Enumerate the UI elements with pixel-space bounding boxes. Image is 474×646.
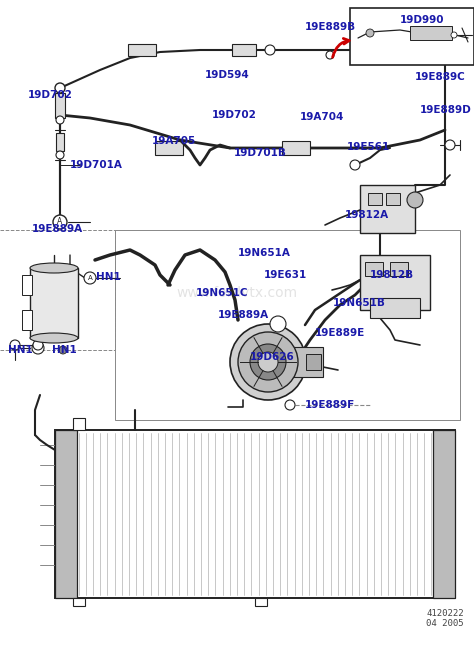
Text: 19D701B: 19D701B <box>234 148 287 158</box>
Bar <box>73 418 85 430</box>
Text: 19D701A: 19D701A <box>70 160 123 170</box>
Bar <box>386 193 400 205</box>
Bar <box>283 347 323 377</box>
Bar <box>433 430 455 598</box>
Bar <box>232 44 256 56</box>
Bar <box>155 141 183 155</box>
Bar <box>282 141 310 155</box>
Text: A: A <box>57 218 63 227</box>
Circle shape <box>33 340 43 350</box>
Circle shape <box>265 45 275 55</box>
Text: 19E889F: 19E889F <box>305 400 355 410</box>
Circle shape <box>32 342 44 354</box>
Text: HN1: HN1 <box>52 345 77 355</box>
Text: www.fordvtx.com: www.fordvtx.com <box>176 286 298 300</box>
Circle shape <box>10 340 20 350</box>
Bar <box>306 354 321 370</box>
Circle shape <box>285 400 295 410</box>
Text: 19E889A: 19E889A <box>218 310 269 320</box>
Bar <box>22 275 32 295</box>
Text: 19D702: 19D702 <box>212 110 257 120</box>
Bar <box>128 44 156 56</box>
Circle shape <box>238 332 298 392</box>
Bar <box>368 193 382 205</box>
Circle shape <box>258 352 278 372</box>
Text: 19E889A: 19E889A <box>32 224 83 234</box>
Circle shape <box>56 151 64 159</box>
Circle shape <box>84 272 96 284</box>
Bar <box>22 310 32 330</box>
Circle shape <box>250 344 286 380</box>
Bar <box>55 430 77 598</box>
Text: 19E889D: 19E889D <box>420 105 472 115</box>
Circle shape <box>451 32 457 38</box>
Text: 19A704: 19A704 <box>300 112 345 122</box>
Text: 19E561: 19E561 <box>347 142 390 152</box>
Circle shape <box>445 140 455 150</box>
Text: 19D990: 19D990 <box>400 15 445 25</box>
Circle shape <box>53 215 67 229</box>
Bar <box>55 430 455 598</box>
Text: 19812B: 19812B <box>370 270 414 280</box>
Text: 4120222
04 2005: 4120222 04 2005 <box>427 609 464 628</box>
Text: A: A <box>88 275 92 281</box>
Bar <box>390 262 408 276</box>
Text: 19N651C: 19N651C <box>196 288 248 298</box>
Bar <box>56 133 64 151</box>
Bar <box>360 255 430 310</box>
Text: 19N651A: 19N651A <box>238 248 291 258</box>
Text: HN1: HN1 <box>96 272 121 282</box>
Bar <box>350 8 474 65</box>
Circle shape <box>326 51 334 59</box>
Bar <box>365 262 383 276</box>
Text: 19812A: 19812A <box>345 210 389 220</box>
Text: 19E631: 19E631 <box>264 270 307 280</box>
Text: 19E889E: 19E889E <box>315 328 365 338</box>
Circle shape <box>56 116 64 124</box>
Bar <box>55 93 65 118</box>
Bar <box>115 230 460 420</box>
Ellipse shape <box>30 263 78 273</box>
Text: HN1: HN1 <box>8 345 33 355</box>
Circle shape <box>59 346 67 354</box>
Text: 19E889C: 19E889C <box>415 72 466 82</box>
Circle shape <box>55 83 65 93</box>
Text: 19E889B: 19E889B <box>305 22 356 32</box>
Circle shape <box>350 160 360 170</box>
Circle shape <box>366 29 374 37</box>
Bar <box>30 268 78 338</box>
Text: 19D594: 19D594 <box>205 70 250 80</box>
Circle shape <box>407 192 423 208</box>
Bar <box>370 298 420 318</box>
Text: 19D626: 19D626 <box>250 352 295 362</box>
Circle shape <box>270 316 286 332</box>
Text: 19A705: 19A705 <box>152 136 196 146</box>
Bar <box>73 598 85 606</box>
Bar <box>360 185 415 233</box>
Ellipse shape <box>30 333 78 343</box>
Text: 19D702: 19D702 <box>28 90 73 100</box>
Bar <box>255 598 267 606</box>
Circle shape <box>230 324 306 400</box>
Text: 19N651B: 19N651B <box>333 298 386 308</box>
Bar <box>410 26 452 40</box>
